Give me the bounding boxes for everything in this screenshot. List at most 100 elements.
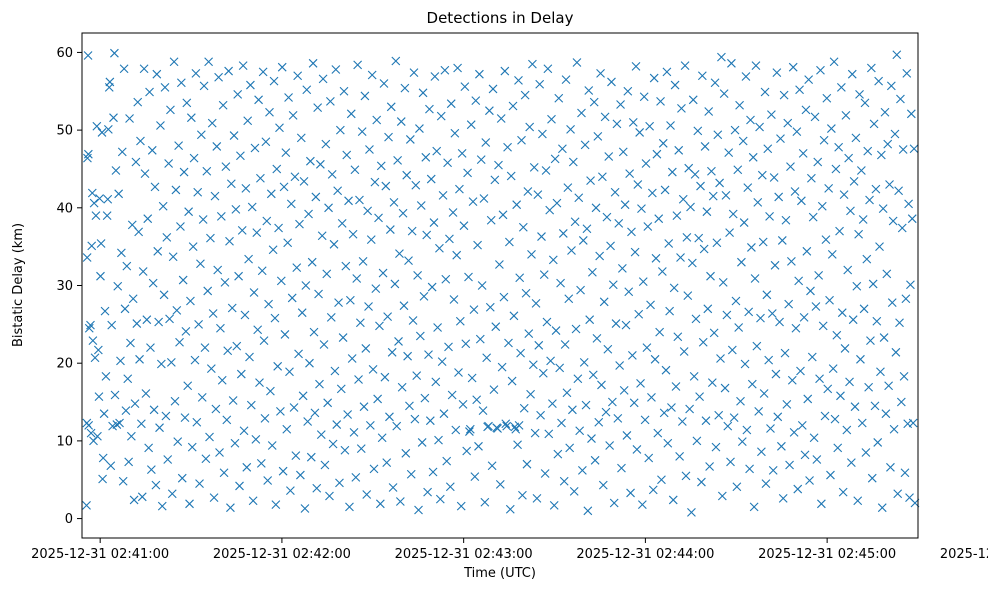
data-point (770, 260, 780, 270)
data-point (621, 320, 631, 330)
data-point (300, 504, 310, 513)
data-point (122, 261, 132, 271)
data-point (358, 257, 368, 266)
data-point (500, 66, 510, 76)
data-point (356, 444, 366, 454)
data-point (275, 123, 284, 133)
data-point (296, 133, 306, 143)
data-point (699, 244, 709, 254)
data-point (335, 125, 345, 135)
data-point (288, 110, 298, 120)
data-point (856, 166, 866, 175)
data-point (200, 343, 210, 353)
data-point (751, 61, 761, 71)
data-point (525, 122, 535, 132)
data-point (719, 89, 729, 98)
data-point (583, 506, 593, 516)
x-tick-label: 2025-12-31 02:42:00 (213, 547, 351, 562)
data-point (112, 420, 122, 429)
data-point (233, 89, 243, 99)
data-point (774, 192, 784, 202)
data-point (871, 184, 881, 194)
data-point (846, 206, 855, 216)
data-point (352, 274, 362, 283)
data-point (849, 177, 859, 186)
data-point (893, 489, 903, 499)
data-point (626, 488, 635, 498)
data-point (790, 187, 800, 196)
data-point (598, 480, 608, 490)
data-point (780, 348, 790, 358)
data-point (781, 215, 791, 225)
data-point (90, 353, 100, 363)
data-point (385, 225, 395, 234)
data-point (240, 310, 250, 320)
data-point (666, 121, 675, 130)
data-point (387, 347, 397, 357)
data-point (604, 152, 614, 161)
data-point (236, 369, 246, 379)
data-point (858, 215, 868, 224)
data-point (588, 370, 598, 380)
data-point (435, 494, 445, 504)
data-point (416, 201, 426, 210)
data-point (647, 188, 657, 198)
data-point (215, 448, 224, 457)
data-point (166, 358, 176, 367)
data-point (418, 88, 428, 98)
data-point (563, 183, 573, 192)
data-point (423, 487, 432, 497)
data-point (347, 354, 357, 363)
data-point (486, 215, 496, 225)
data-point (514, 76, 523, 85)
data-point (137, 492, 147, 502)
data-point (735, 100, 744, 110)
data-point (267, 441, 277, 450)
data-point (667, 403, 676, 412)
data-point (747, 243, 756, 252)
data-point (188, 242, 198, 252)
data-point (444, 342, 453, 352)
data-point (541, 166, 551, 175)
y-tick-label: 10 (56, 434, 73, 449)
data-point (890, 129, 900, 139)
data-point (734, 323, 744, 332)
data-point (600, 112, 610, 122)
data-point (587, 434, 596, 443)
data-point (442, 456, 452, 466)
data-point (111, 166, 121, 175)
data-point (335, 478, 344, 488)
data-point (628, 117, 638, 127)
data-point (305, 358, 314, 368)
data-point (825, 295, 834, 305)
data-point (345, 295, 355, 305)
x-tick-label: 2025-12-31 02:43:00 (395, 547, 533, 562)
data-point (95, 194, 104, 203)
data-point (152, 69, 162, 79)
data-point (226, 179, 236, 189)
data-point (196, 259, 205, 269)
data-point (225, 236, 234, 246)
data-point (455, 184, 464, 194)
data-point (406, 469, 416, 479)
data-point (249, 288, 259, 297)
data-point (306, 452, 316, 462)
data-point (154, 317, 164, 327)
data-point (89, 198, 99, 208)
data-point (505, 504, 515, 514)
data-point (244, 254, 253, 264)
data-point (490, 175, 500, 185)
data-point (197, 392, 207, 402)
data-point (115, 418, 124, 428)
data-point (345, 502, 354, 512)
data-point (554, 93, 564, 103)
data-point (547, 114, 556, 124)
data-point (331, 65, 341, 74)
data-point (129, 495, 139, 505)
data-point (383, 312, 393, 321)
data-point (632, 445, 642, 454)
data-point (98, 474, 107, 484)
data-point (348, 229, 358, 239)
data-point (139, 64, 149, 74)
